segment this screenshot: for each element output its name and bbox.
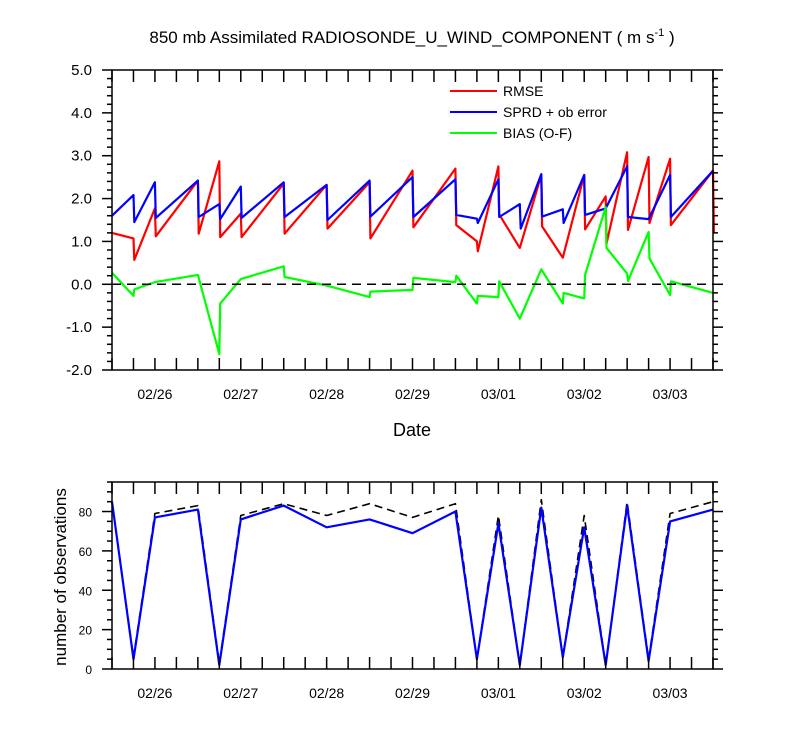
x-tick-label: 03/02 bbox=[567, 386, 602, 402]
x-axis-label: Date bbox=[393, 420, 431, 440]
y-tick-label: 3.0 bbox=[71, 148, 92, 165]
x-tick-label: 03/03 bbox=[653, 386, 688, 402]
x-tick-label: 02/27 bbox=[223, 685, 258, 701]
y-tick-label: 2.0 bbox=[71, 191, 92, 208]
y-tick-label: 4.0 bbox=[71, 105, 92, 122]
legend-label: BIAS (O-F) bbox=[503, 125, 572, 141]
chart-title-close: ) bbox=[664, 28, 674, 47]
x-tick-label: 02/26 bbox=[137, 685, 172, 701]
series-line-assimilated bbox=[110, 501, 714, 667]
y-tick-label: 5.0 bbox=[71, 62, 92, 79]
y-tick-label: 0.0 bbox=[71, 276, 92, 293]
top-panel: 02/26 02/27 02/28 02/29 03/01 03/02 03/03 -2.0 -… bbox=[66, 62, 723, 440]
series-line-possible bbox=[111, 498, 714, 666]
y-tick-label: -2.0 bbox=[66, 362, 92, 379]
x-tick-label: 02/26 bbox=[137, 386, 172, 402]
series-line-bias-o-f bbox=[111, 206, 714, 356]
chart-title-unit-superscript: -1 bbox=[654, 27, 664, 39]
y-tick-label: 60 bbox=[79, 545, 93, 559]
bottom-panel: 02/26 02/27 02/28 02/29 03/01 03/02 03/03 0 20 40… bbox=[51, 481, 723, 701]
x-tick-label: 02/28 bbox=[309, 685, 344, 701]
x-tick-label: 02/27 bbox=[223, 386, 258, 402]
y-tick-label: 80 bbox=[79, 506, 93, 520]
top-panel-series bbox=[111, 151, 715, 356]
y-tick-label: 0 bbox=[85, 663, 92, 677]
legend-label: RMSE bbox=[503, 83, 543, 99]
chart-title-main: 850 mb Assimilated RADIOSONDE_U_WIND_COM… bbox=[149, 28, 654, 47]
bottom-panel-ticks: 02/26 02/27 02/28 02/29 03/01 03/02 03/03 0 20 40… bbox=[79, 481, 723, 701]
x-tick-label: 03/01 bbox=[481, 386, 516, 402]
x-tick-label: 02/29 bbox=[395, 685, 430, 701]
chart-title: 850 mb Assimilated RADIOSONDE_U_WIND_COM… bbox=[149, 27, 674, 47]
bottom-panel-frame bbox=[111, 481, 714, 670]
y-tick-label: -1.0 bbox=[66, 319, 92, 336]
bottom-panel-series bbox=[110, 498, 714, 667]
top-panel-ticks: 02/26 02/27 02/28 02/29 03/01 03/02 03/03 -2.0 -… bbox=[66, 62, 723, 402]
x-tick-label: 02/28 bbox=[309, 386, 344, 402]
y-tick-label: 1.0 bbox=[71, 233, 92, 250]
x-tick-label: 02/29 bbox=[395, 386, 430, 402]
x-tick-label: 03/03 bbox=[653, 685, 688, 701]
legend: RMSE SPRD + ob error BIAS (O-F) bbox=[450, 83, 607, 141]
series-line-sprd-ob-error bbox=[111, 165, 714, 230]
legend-label: SPRD + ob error bbox=[503, 104, 607, 120]
y-axis-label: number of observations bbox=[51, 488, 70, 666]
y-tick-label: 40 bbox=[79, 584, 93, 598]
x-tick-label: 03/01 bbox=[481, 685, 516, 701]
y-tick-label: 20 bbox=[79, 624, 93, 638]
x-tick-label: 03/02 bbox=[567, 685, 602, 701]
